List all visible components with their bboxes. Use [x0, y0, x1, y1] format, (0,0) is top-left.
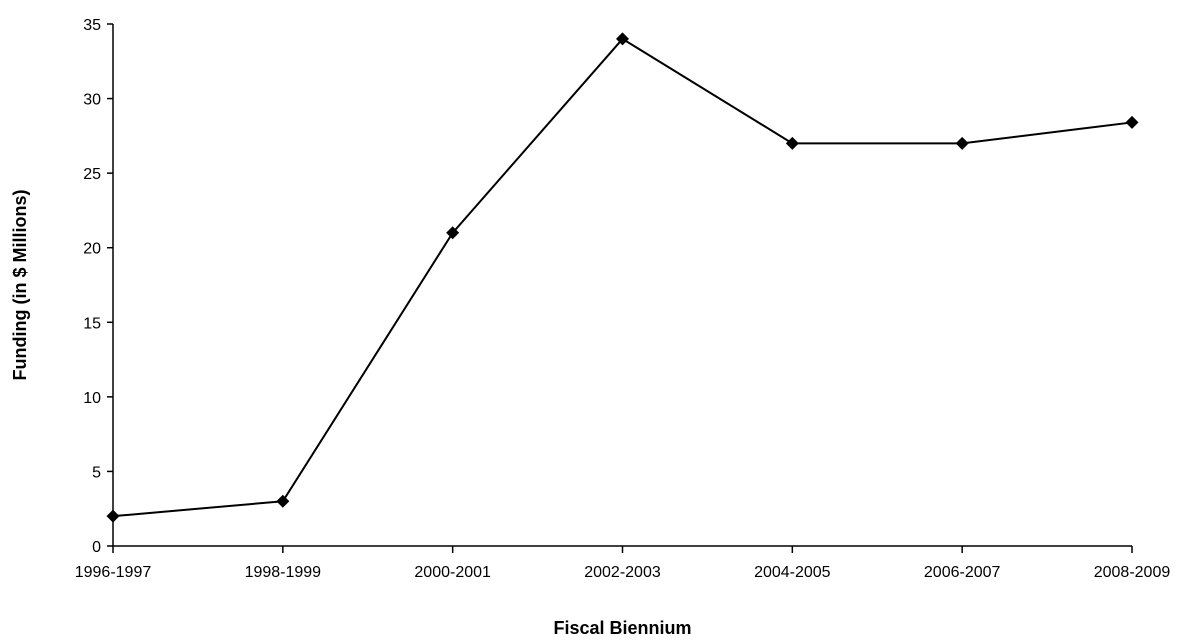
y-tick-label: 5	[92, 464, 101, 481]
y-tick-label: 25	[83, 166, 101, 183]
y-axis-title: Funding (in $ Millions)	[10, 190, 30, 381]
data-point-marker	[1125, 115, 1139, 129]
x-tick-label: 2004-2005	[754, 564, 831, 581]
x-tick-label: 2006-2007	[924, 564, 1001, 581]
data-point-marker	[955, 136, 969, 150]
y-axis: 0 5 10 15 20 25 30 35	[83, 17, 114, 556]
y-tick-label: 20	[83, 241, 101, 258]
series-markers	[106, 32, 1139, 523]
data-point-marker	[785, 136, 799, 150]
data-point-marker	[276, 494, 290, 508]
y-tick-label: 35	[83, 17, 101, 34]
x-tick-label: 1996-1997	[75, 564, 152, 581]
y-tick-label: 0	[92, 539, 101, 556]
data-point-marker	[446, 226, 460, 240]
x-tick-label: 1998-1999	[245, 564, 322, 581]
x-tick-label: 2002-2003	[584, 564, 661, 581]
x-axis: 1996-1997 1998-1999 2000-2001 2002-2003 2004…	[75, 545, 1171, 581]
x-axis-title: Fiscal Biennium	[553, 618, 691, 638]
y-tick-label: 10	[83, 390, 101, 407]
x-tick-label: 2000-2001	[414, 564, 491, 581]
data-point-marker	[616, 32, 629, 46]
y-tick-label: 15	[83, 315, 101, 332]
series-lines	[112, 37, 1133, 518]
x-tick-label: 2008-2009	[1094, 564, 1171, 581]
y-tick-label: 30	[83, 92, 101, 109]
data-point-marker	[106, 509, 120, 523]
series-line	[112, 37, 1133, 518]
